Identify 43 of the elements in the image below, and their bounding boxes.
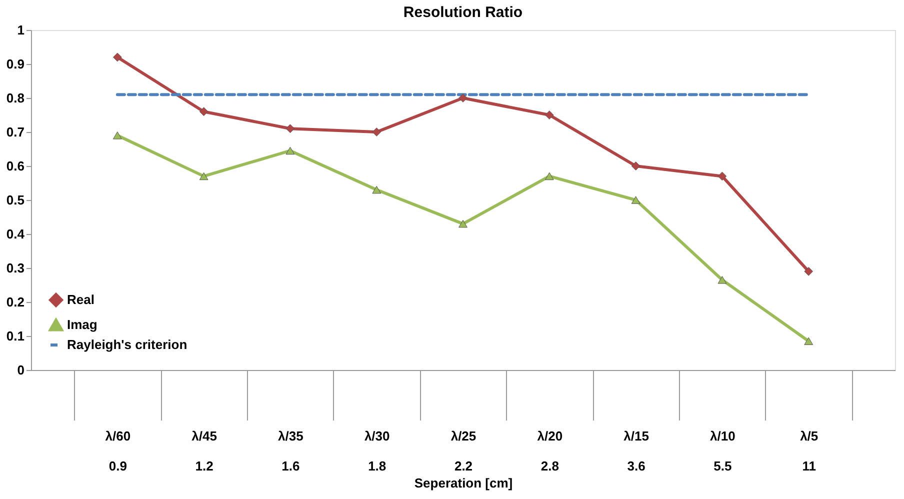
point xyxy=(804,337,814,345)
y-tick-label: 0.7 xyxy=(6,124,24,140)
y-tick-label: 0.2 xyxy=(6,294,24,310)
x-tick-label: λ/45 1.2 xyxy=(192,428,217,474)
x-tick-label: λ/60 0.9 xyxy=(105,428,131,474)
x-tick-label: λ/30 1.8 xyxy=(364,428,390,474)
point xyxy=(199,107,208,116)
point xyxy=(199,172,208,180)
point xyxy=(631,162,640,170)
y-tick-label: 0 xyxy=(17,362,24,378)
point xyxy=(286,146,295,155)
chart-title: Resolution Ratio xyxy=(403,4,523,21)
x-tick-label: λ/5 11 xyxy=(800,428,818,474)
x-tick-label: λ/15 3.6 xyxy=(624,428,649,474)
y-tick-label: 0.8 xyxy=(6,90,24,106)
x-tick-label: λ/10 5.5 xyxy=(710,428,736,474)
x-tick-label: λ/20 2.8 xyxy=(537,428,563,474)
legend-label: Imag xyxy=(67,317,98,332)
point xyxy=(718,172,727,181)
point xyxy=(718,276,727,284)
point xyxy=(631,196,640,204)
point xyxy=(286,124,295,134)
y-tick-label: 0.5 xyxy=(6,192,24,208)
y-tick-label: 0.4 xyxy=(6,226,26,242)
y-tick-label: 0.3 xyxy=(6,260,24,276)
point xyxy=(372,186,382,194)
point xyxy=(112,52,122,62)
y-tick-label: 1 xyxy=(17,22,24,38)
x-axis-title: Seperation [cm] xyxy=(414,476,513,490)
point xyxy=(804,266,814,276)
point xyxy=(372,128,382,136)
point xyxy=(458,94,468,102)
legend-label: Real xyxy=(67,292,94,307)
x-tick-label: λ/35 1.6 xyxy=(278,428,304,474)
point xyxy=(112,132,122,140)
y-tick-label: 0.9 xyxy=(6,56,24,72)
point xyxy=(544,110,554,120)
x-tick-label: λ/25 2.2 xyxy=(450,428,476,474)
point xyxy=(544,172,554,180)
y-tick-label: 0.6 xyxy=(6,158,24,174)
y-tick-label: 0.1 xyxy=(6,328,24,344)
legend-label: Rayleigh's criterion xyxy=(67,337,188,352)
point xyxy=(458,220,468,228)
